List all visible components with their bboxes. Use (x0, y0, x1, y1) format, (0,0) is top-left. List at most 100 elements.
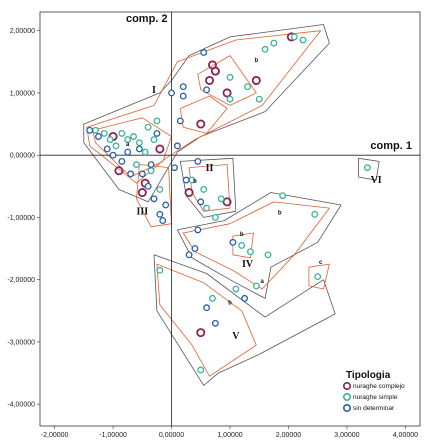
data-point (252, 282, 260, 290)
data-point (168, 89, 175, 97)
data-point (311, 210, 319, 218)
subgroup-label: a (260, 279, 264, 285)
data-point (203, 86, 211, 94)
subgroup-label: b (254, 58, 258, 64)
y-tick-label: 2,00000 (10, 28, 35, 35)
data-point (279, 192, 287, 200)
data-point (194, 157, 202, 165)
data-point (103, 145, 111, 153)
y-tick-label: -3,00000 (7, 339, 35, 346)
data-point (144, 182, 152, 190)
group-hull-outline (179, 157, 237, 218)
data-point (176, 117, 184, 125)
data-point (363, 164, 371, 172)
data-point (314, 273, 322, 281)
group-hull-outline (92, 117, 172, 178)
data-point (255, 95, 263, 103)
data-point (222, 197, 232, 207)
data-point (86, 126, 94, 134)
data-point (173, 142, 181, 150)
data-point (112, 142, 120, 150)
data-point (135, 139, 143, 147)
data-point (156, 210, 164, 218)
group-label: III (136, 206, 148, 217)
legend-marker (342, 392, 351, 401)
data-point (135, 145, 143, 153)
group-hull-outline (188, 164, 231, 212)
group-hulls (83, 24, 380, 386)
data-points (86, 32, 371, 374)
data-point (144, 123, 152, 131)
data-point (184, 188, 194, 198)
data-point (209, 294, 216, 302)
data-point (196, 328, 206, 338)
subgroup-label: b (193, 179, 197, 185)
data-point (232, 285, 240, 293)
chart-legend: Tipologia nuraghe complejo nuraghe simple… (342, 370, 405, 412)
data-point (100, 129, 108, 137)
data-point (133, 161, 140, 168)
axis-title-comp1: comp. 1 (370, 140, 412, 152)
data-point (138, 170, 146, 178)
data-point (106, 136, 114, 144)
legend-entry-label: nuraghe simple (353, 394, 398, 401)
data-point (159, 217, 167, 225)
data-point (191, 245, 199, 253)
data-point (147, 161, 155, 168)
data-point (171, 164, 178, 172)
data-point (226, 95, 234, 103)
data-point (211, 319, 219, 327)
data-point (194, 226, 202, 234)
data-point (200, 49, 208, 56)
data-point (270, 39, 278, 47)
group-label: V (232, 331, 240, 342)
data-point (156, 266, 164, 274)
group-hull-outline (232, 232, 254, 259)
data-point (238, 242, 246, 249)
x-tick-label: 1,00000 (217, 432, 242, 439)
group-hull-outline (182, 201, 330, 290)
data-point (155, 144, 165, 154)
group-label: IV (242, 259, 254, 270)
data-point (92, 126, 99, 134)
group-hull-outline (156, 263, 257, 377)
data-point (153, 129, 161, 137)
data-point (200, 185, 208, 193)
subgroup-label: b (278, 210, 282, 216)
data-point (211, 213, 219, 221)
data-point (137, 188, 147, 198)
group-hull-outline (358, 157, 380, 181)
subgroup-label: a (126, 142, 130, 148)
data-point (156, 185, 164, 193)
data-point (264, 251, 272, 259)
data-point (124, 136, 132, 144)
data-point (130, 133, 137, 140)
data-point (290, 33, 298, 41)
data-point (153, 117, 161, 125)
data-point (150, 195, 158, 203)
data-point (118, 157, 126, 165)
data-point (197, 198, 205, 206)
data-point (127, 170, 135, 178)
data-point (196, 119, 206, 129)
data-point (182, 176, 190, 184)
data-point (150, 136, 158, 144)
data-point (251, 75, 261, 85)
legend-entry-label: nuraghe complejo (353, 383, 405, 390)
group-hull-outline (136, 164, 172, 228)
data-point (141, 148, 149, 156)
group-hull-outline (86, 30, 321, 184)
x-tick-label: -1,00000 (99, 432, 127, 439)
group-label: I (152, 85, 156, 96)
data-point (95, 133, 102, 140)
data-point (197, 366, 205, 374)
data-point (114, 166, 124, 176)
data-point (205, 75, 215, 85)
y-tick-label: -2,00000 (7, 277, 35, 284)
y-tick-label: -4,00000 (7, 402, 35, 409)
x-tick-label: 3,00000 (334, 432, 359, 439)
subgroup-label: c (319, 260, 323, 266)
group-hull-outline (153, 254, 336, 386)
